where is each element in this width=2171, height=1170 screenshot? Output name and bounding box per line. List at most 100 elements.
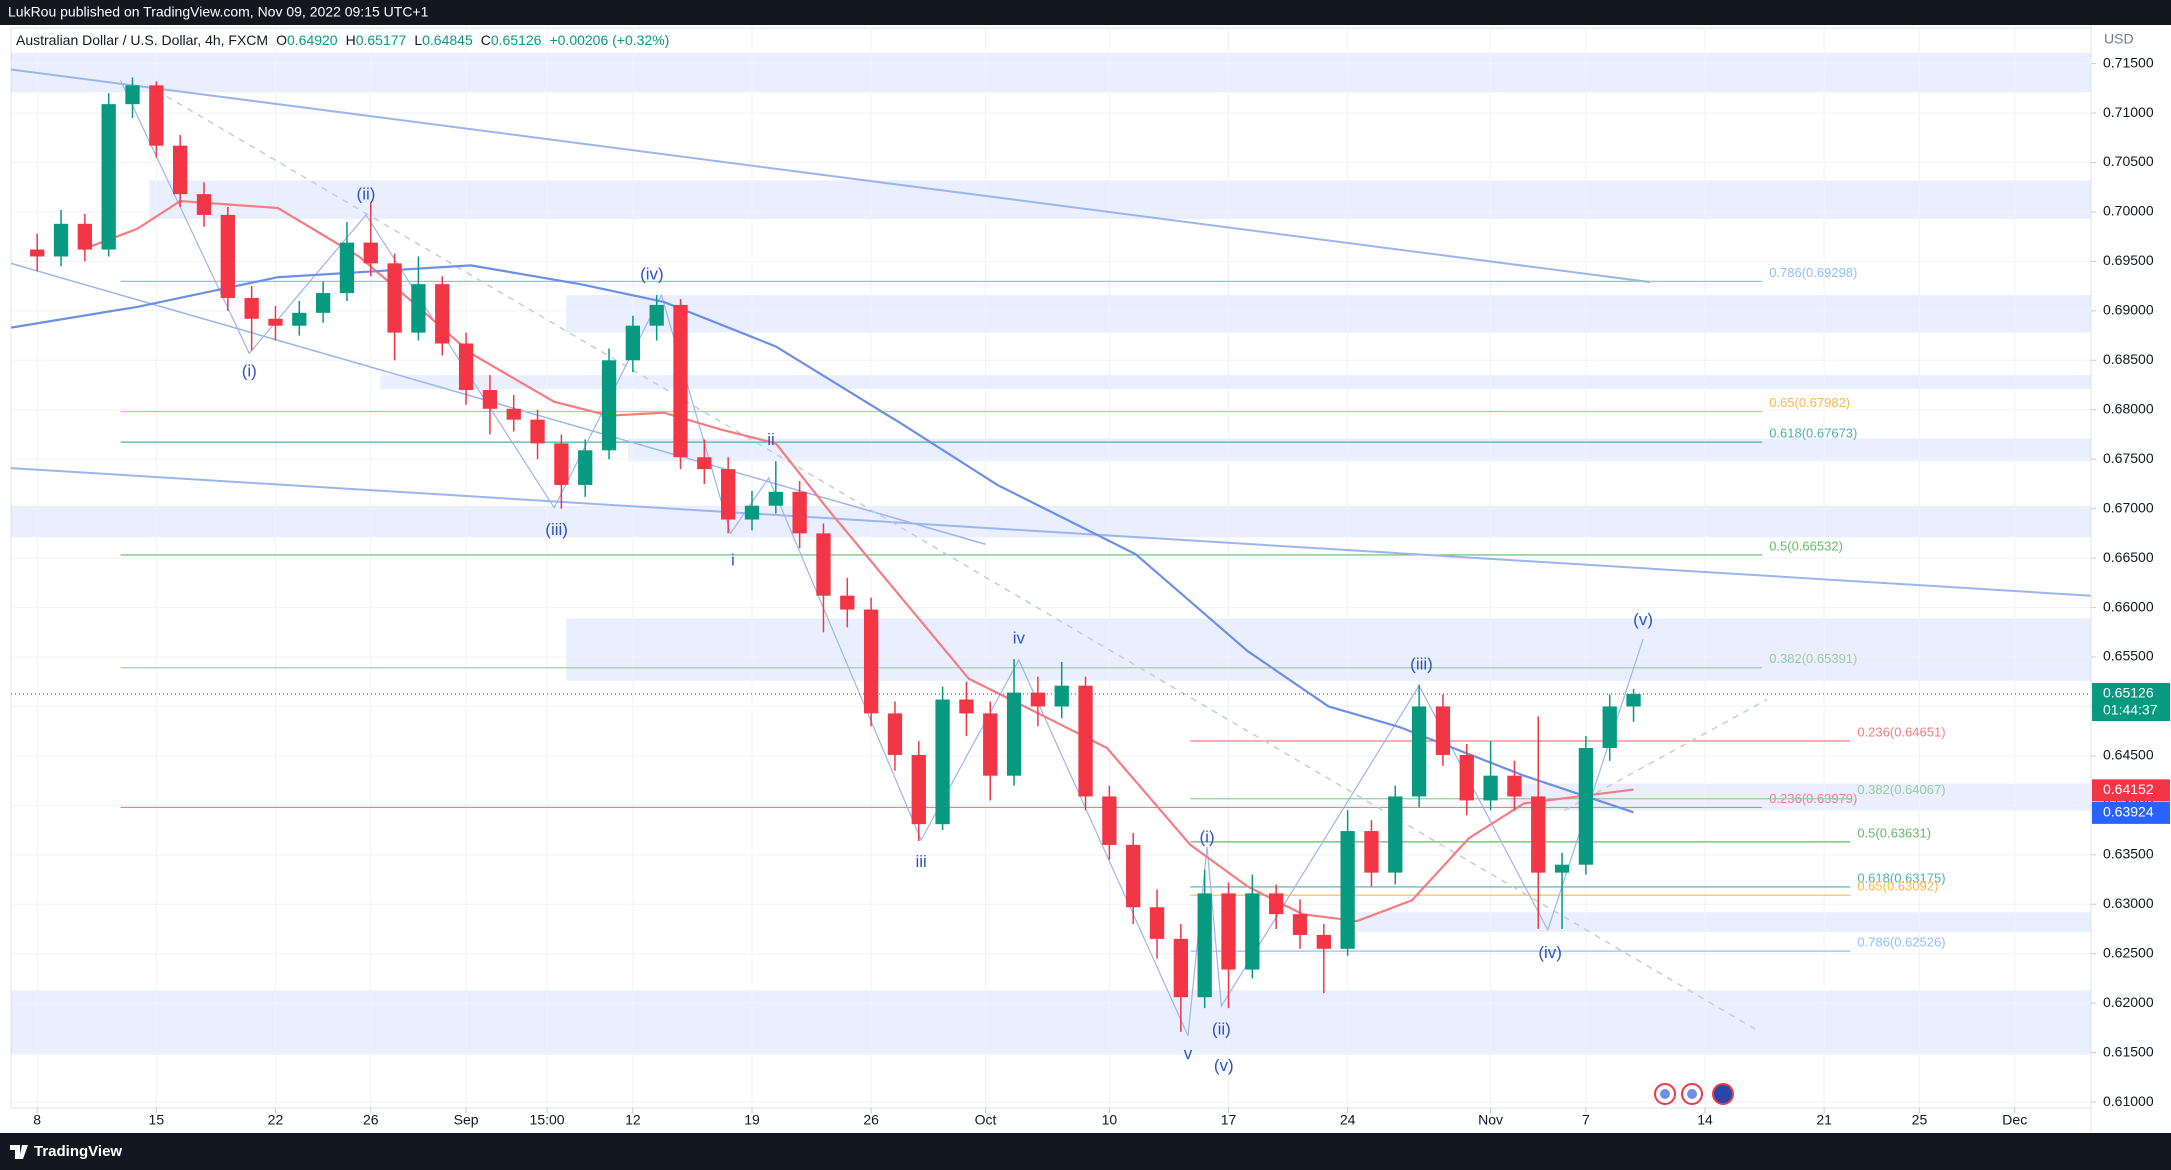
x-tick-label: 14 — [1697, 1112, 1713, 1128]
fib-label: 0.65(0.63092) — [1857, 879, 1938, 894]
wave-label: (ii) — [357, 185, 376, 204]
plot: 0.786(0.69298) 0.65(0.67982) 0.618(0.67673… — [11, 28, 2091, 1108]
y-tick-label: 0.70000 — [2103, 203, 2154, 219]
candle-body — [411, 284, 426, 333]
candle-body — [339, 242, 355, 294]
candle-body — [840, 595, 855, 610]
y-tick-label: 0.61000 — [2103, 1093, 2154, 1109]
candle-body — [1245, 893, 1260, 970]
candle-body — [1316, 934, 1331, 949]
trendline — [1187, 639, 1644, 1036]
candle-body — [768, 491, 783, 506]
ohlc-key: C — [481, 32, 491, 48]
trendline — [155, 89, 1761, 1033]
y-tick-label: 0.68000 — [2103, 400, 2154, 416]
candle-body — [1054, 685, 1069, 707]
header-text: LukRou published on TradingView.com, Nov… — [8, 4, 429, 20]
fib-label: 0.5(0.63631) — [1857, 825, 1931, 840]
candle-body — [673, 304, 688, 458]
zone — [11, 990, 2091, 1055]
candle-body — [1435, 706, 1451, 755]
price-badge — [2092, 801, 2170, 824]
x-tick-label: Nov — [1478, 1112, 1503, 1128]
trendline — [11, 262, 986, 545]
x-tick-label: 12 — [625, 1112, 641, 1128]
trendline — [11, 467, 2091, 597]
x-tick-label: 15:00 — [530, 1112, 565, 1128]
candle-body — [506, 408, 521, 420]
candle-body — [792, 491, 807, 534]
candle-body — [1292, 914, 1308, 935]
x-tick-label: 26 — [363, 1112, 379, 1128]
price-badge — [2092, 683, 2170, 721]
x-tick-label: 7 — [1582, 1112, 1590, 1128]
candle-body — [578, 450, 593, 485]
ohlc-value: 0.65177 — [356, 32, 407, 48]
brand-name[interactable]: TradingView — [34, 1143, 122, 1160]
fib-label: 0.618(0.67673) — [1769, 426, 1857, 441]
y-tick-label: 0.70500 — [2103, 153, 2154, 169]
brand-logo — [10, 1145, 28, 1159]
wave-label: (v) — [1633, 610, 1653, 629]
x-tick-label: 17 — [1221, 1112, 1237, 1128]
candle-body — [1459, 754, 1474, 801]
candle-body — [1078, 685, 1093, 797]
x-tick-label: Sep — [454, 1112, 479, 1128]
change: +0.00206 (+0.32%) — [549, 32, 669, 48]
y-tick-label: 0.69500 — [2103, 252, 2154, 268]
wave-label: (ii) — [1212, 1019, 1231, 1038]
y-tick-label: 0.62000 — [2103, 994, 2154, 1010]
candle-body — [1554, 864, 1570, 873]
y-tick-label: 0.66000 — [2103, 598, 2154, 614]
wave-label: (iii) — [545, 520, 568, 539]
zone — [11, 52, 2091, 93]
candle-body — [1221, 893, 1236, 970]
wave-label: (v) — [1214, 1056, 1234, 1075]
y-tick-label: 0.61500 — [2103, 1043, 2154, 1059]
fib-label: 0.618(0.63175) — [1857, 870, 1945, 885]
moving-average — [82, 199, 1634, 923]
y-tick-label: 0.71500 — [2103, 54, 2154, 70]
wave-label: iii — [915, 852, 926, 871]
candle-body — [173, 145, 188, 195]
candle-body — [482, 389, 498, 409]
x-tick-label: Dec — [2002, 1112, 2027, 1128]
fib-label: 0.786(0.69298) — [1769, 265, 1857, 280]
fib-label: 0.236(0.64651) — [1857, 724, 1945, 739]
candle-body — [268, 318, 283, 326]
ohlc-key: O — [276, 32, 287, 48]
candle-body — [1507, 775, 1522, 797]
candle-body — [863, 609, 879, 714]
candle-body — [816, 533, 831, 596]
y-tick-label: 0.64500 — [2103, 747, 2154, 763]
candle-body — [363, 242, 378, 264]
x-tick-label: 26 — [863, 1112, 879, 1128]
candle-body — [1340, 831, 1355, 949]
wave-label: ii — [767, 430, 775, 449]
event-icon — [1687, 1089, 1697, 1099]
y-tick-label: 0.68500 — [2103, 351, 2154, 367]
candle-body — [77, 223, 93, 250]
candle-body — [30, 249, 45, 257]
candle-body — [315, 293, 331, 313]
candle-body — [1173, 938, 1188, 998]
header-bar — [0, 0, 2171, 25]
y-tick-label: 0.63500 — [2103, 846, 2154, 862]
price-badge-label: 0.63924 — [2103, 804, 2154, 820]
candle-body — [1197, 893, 1212, 998]
y-tick-label: 0.65500 — [2103, 648, 2154, 664]
zone — [566, 295, 2091, 333]
candle-body — [1411, 706, 1427, 797]
y-tick-label: 0.67500 — [2103, 450, 2154, 466]
wave-label: (i) — [242, 362, 257, 381]
candle-body — [554, 443, 569, 485]
wave-label: (i) — [1200, 827, 1215, 846]
candle-body — [149, 85, 164, 146]
price-badge-label: 0.65126 — [2103, 685, 2154, 701]
candle-body — [1483, 775, 1498, 801]
y-tick-label: 0.71000 — [2103, 104, 2154, 120]
candle-body — [1578, 748, 1594, 865]
x-tick-label: 24 — [1340, 1112, 1356, 1128]
trendline — [120, 80, 1189, 1037]
